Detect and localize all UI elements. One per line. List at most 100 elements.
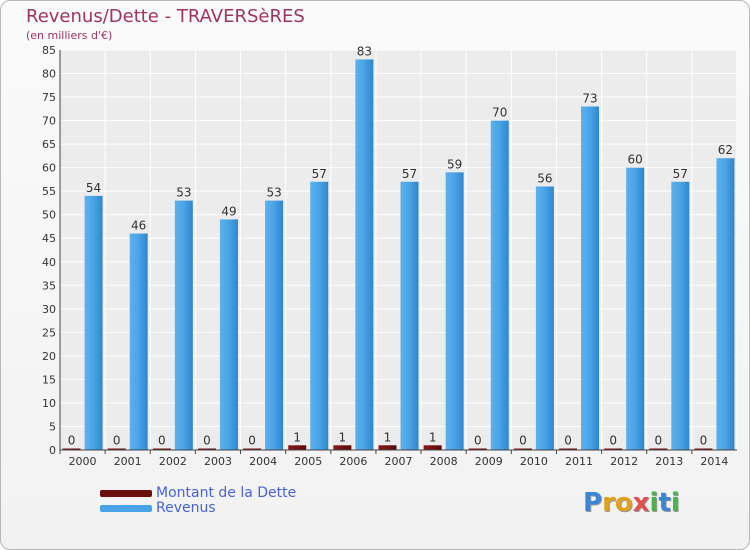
x-tick-label: 2005 (294, 455, 322, 468)
data-label-revenus: 60 (628, 153, 643, 167)
y-tick-label: 65 (42, 138, 56, 151)
data-label-revenus: 70 (492, 106, 507, 120)
x-tick-label: 2011 (565, 455, 593, 468)
bar-revenus (535, 186, 554, 450)
bar-revenus (355, 59, 374, 450)
data-label-revenus: 57 (402, 167, 417, 181)
y-tick-label: 35 (42, 279, 56, 292)
y-tick-label: 60 (42, 162, 56, 175)
bar-revenus (84, 195, 103, 450)
data-label-dette: 0 (609, 434, 617, 448)
data-label-revenus: 59 (447, 157, 462, 171)
data-label-revenus: 53 (266, 186, 281, 200)
legend: Montant de la Dette Revenus (100, 486, 296, 516)
x-tick-label: 2004 (249, 455, 277, 468)
x-tick-label: 2013 (655, 455, 683, 468)
data-label-revenus: 62 (718, 143, 733, 157)
legend-item-revenus: Revenus (100, 501, 296, 516)
logo-letter: r (602, 488, 615, 518)
bar-revenus (671, 181, 690, 450)
logo-letter: x (632, 488, 650, 518)
bar-dette (468, 448, 487, 450)
data-label-dette: 1 (339, 430, 347, 444)
x-tick-label: 2000 (69, 455, 97, 468)
bar-dette (378, 445, 397, 450)
data-label-dette: 0 (474, 434, 482, 448)
data-label-revenus: 53 (176, 186, 191, 200)
y-tick-label: 30 (42, 303, 56, 316)
bar-dette (333, 445, 352, 450)
data-label-dette: 0 (700, 434, 708, 448)
data-label-dette: 0 (564, 434, 572, 448)
logo-letter: P (583, 488, 603, 518)
data-label-revenus: 83 (357, 44, 372, 58)
data-label-dette: 0 (68, 434, 76, 448)
y-tick-label: 40 (42, 256, 56, 269)
legend-item-dette: Montant de la Dette (100, 486, 296, 501)
x-tick-label: 2001 (114, 455, 142, 468)
proxiti-logo: Proxiti (583, 488, 680, 518)
x-tick-label: 2009 (475, 455, 503, 468)
data-label-dette: 1 (429, 430, 437, 444)
data-label-revenus: 56 (537, 171, 552, 185)
y-tick-label: 5 (49, 420, 56, 433)
data-label-revenus: 46 (131, 219, 146, 233)
chart-title: Revenus/Dette - TRAVERSèRES (26, 6, 305, 27)
logo-letter: i (649, 488, 659, 518)
y-tick-label: 25 (42, 326, 56, 339)
bar-revenus (265, 200, 284, 450)
data-label-revenus: 49 (221, 204, 236, 218)
bar-dette (107, 448, 126, 450)
logo-letter: o (614, 488, 633, 518)
x-tick-label: 2003 (204, 455, 232, 468)
legend-swatch-dette (100, 490, 152, 497)
bar-dette (604, 448, 623, 450)
data-label-dette: 0 (248, 434, 256, 448)
data-label-revenus: 57 (673, 167, 688, 181)
legend-label-revenus: Revenus (156, 500, 216, 516)
bar-dette (62, 448, 81, 450)
y-tick-label: 80 (42, 68, 56, 81)
data-label-revenus: 57 (312, 167, 327, 181)
data-label-dette: 0 (519, 434, 527, 448)
x-tick-label: 2006 (339, 455, 367, 468)
bar-dette (694, 448, 713, 450)
y-tick-label: 75 (42, 91, 56, 104)
bar-revenus (219, 219, 238, 450)
data-label-dette: 0 (654, 434, 662, 448)
legend-swatch-revenus (100, 505, 152, 512)
y-tick-label: 10 (42, 397, 56, 410)
data-label-dette: 0 (158, 434, 166, 448)
x-tick-label: 2008 (430, 455, 458, 468)
data-label-dette: 1 (293, 430, 301, 444)
bar-dette (243, 448, 262, 450)
bar-revenus (129, 233, 148, 450)
bar-dette (423, 445, 442, 450)
data-label-revenus: 73 (582, 91, 597, 105)
x-tick-label: 2002 (159, 455, 187, 468)
y-tick-label: 15 (42, 373, 56, 386)
logo-letter: i (670, 488, 680, 518)
bar-dette (288, 445, 307, 450)
data-label-revenus: 54 (86, 181, 101, 195)
y-tick-label: 85 (42, 44, 56, 57)
bar-revenus (626, 167, 645, 450)
bar-dette (197, 448, 216, 450)
bar-revenus (400, 181, 419, 450)
legend-label-dette: Montant de la Dette (156, 485, 297, 501)
bar-revenus (490, 120, 509, 451)
y-tick-label: 20 (42, 350, 56, 363)
y-tick-label: 70 (42, 115, 56, 128)
data-label-dette: 1 (384, 430, 392, 444)
bar-dette (152, 448, 171, 450)
x-tick-label: 2012 (610, 455, 638, 468)
y-tick-label: 0 (49, 444, 56, 457)
bar-revenus (174, 200, 193, 450)
bar-dette (649, 448, 668, 450)
bar-revenus (581, 106, 600, 451)
bar-revenus (716, 158, 735, 450)
bar-dette (559, 448, 578, 450)
plot-area (60, 50, 737, 450)
data-label-dette: 0 (203, 434, 211, 448)
